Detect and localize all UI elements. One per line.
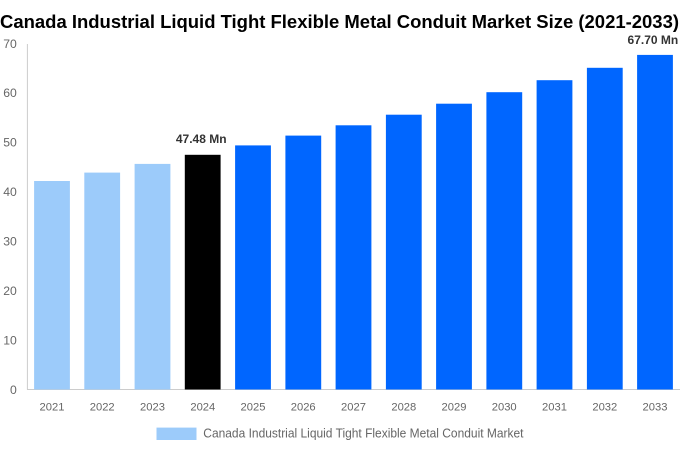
svg-text:2026: 2026 [291, 402, 316, 414]
svg-text:50: 50 [3, 136, 17, 150]
svg-text:2025: 2025 [241, 402, 266, 414]
svg-text:2029: 2029 [442, 402, 467, 414]
svg-text:40: 40 [3, 185, 17, 199]
svg-text:30: 30 [3, 235, 17, 249]
svg-text:2022: 2022 [90, 402, 115, 414]
svg-text:2027: 2027 [341, 402, 366, 414]
svg-text:2021: 2021 [40, 402, 65, 414]
svg-text:2024: 2024 [190, 402, 215, 414]
svg-text:2023: 2023 [140, 402, 165, 414]
svg-text:60: 60 [3, 86, 17, 100]
svg-text:10: 10 [3, 333, 17, 347]
svg-text:2032: 2032 [592, 402, 617, 414]
svg-text:67.70 Mn: 67.70 Mn [628, 33, 679, 47]
svg-text:2031: 2031 [542, 402, 567, 414]
svg-text:0: 0 [10, 383, 17, 397]
svg-text:Canada Industrial Liquid Tight: Canada Industrial Liquid Tight Flexible … [203, 426, 524, 440]
svg-text:Canada Industrial Liquid Tight: Canada Industrial Liquid Tight Flexible … [0, 11, 679, 32]
svg-text:70: 70 [3, 37, 17, 51]
svg-text:2030: 2030 [492, 402, 517, 414]
svg-text:20: 20 [3, 284, 17, 298]
svg-text:2033: 2033 [643, 402, 668, 414]
svg-text:47.48 Mn: 47.48 Mn [176, 132, 227, 146]
svg-text:2028: 2028 [391, 402, 416, 414]
